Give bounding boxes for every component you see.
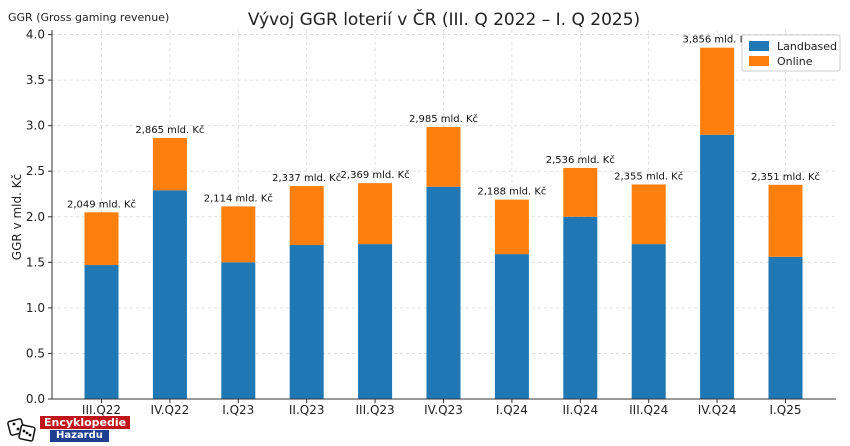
x-tick-label: IV.Q22 <box>151 403 190 417</box>
bar-online <box>768 184 803 257</box>
legend-swatch-landbased <box>749 41 769 51</box>
bar-online <box>700 47 735 135</box>
x-tick-label: II.Q24 <box>562 403 598 417</box>
x-tick-label: III.Q23 <box>356 403 395 417</box>
bars <box>84 47 803 399</box>
y-tick-label: 2.0 <box>26 210 45 224</box>
bar-total-label: 2,536 mld. Kč <box>546 154 615 166</box>
chart-title: Vývoj GGR loterií v ČR (III. Q 2022 – I.… <box>248 8 640 30</box>
y-tick-label: 0.0 <box>26 392 45 406</box>
y-tick-label: 3.5 <box>26 73 45 87</box>
x-tick-label: II.Q23 <box>289 403 325 417</box>
x-tick-label: III.Q24 <box>629 403 668 417</box>
bar-total-label: 2,985 mld. Kč <box>409 113 478 125</box>
bar-landbased <box>631 244 666 399</box>
bar-online <box>221 206 256 263</box>
bar-landbased <box>426 186 461 399</box>
bar-total-label: 3,856 mld. Kč <box>683 34 752 46</box>
bar-landbased <box>221 262 256 399</box>
y-tick-label: 2.5 <box>26 164 45 178</box>
bar-online <box>289 186 324 246</box>
x-tick-label: I.Q24 <box>496 403 528 417</box>
dice-icon <box>7 418 36 442</box>
bar-online <box>152 137 187 191</box>
bar-total-label: 2,188 mld. Kč <box>477 186 546 198</box>
bar-landbased <box>494 254 529 399</box>
legend-swatch-online <box>749 56 769 66</box>
bar-total-label: 2,369 mld. Kč <box>341 169 410 181</box>
bar-landbased <box>358 244 393 399</box>
x-tick-label: IV.Q24 <box>698 403 737 417</box>
labels: 0.0 0.5 1.0 1.5 2.0 2.5 3.0 3.5 4.0 2,049 mld. Kč… <box>26 28 820 417</box>
y-tick-label: 3.0 <box>26 119 45 133</box>
bar-total-label: 2,337 mld. Kč <box>272 172 341 184</box>
bar-total-label: 2,355 mld. Kč <box>614 170 683 182</box>
bar-landbased <box>700 134 735 399</box>
encyklopedie-hazardu-logo[interactable]: Encyklopedie Hazardu <box>6 414 132 444</box>
bar-online <box>563 167 598 217</box>
bar-total-label: 2,351 mld. Kč <box>751 171 820 183</box>
x-tick-label: I.Q23 <box>222 403 254 417</box>
bar-total-label: 2,114 mld. Kč <box>204 192 273 204</box>
bar-landbased <box>152 190 187 399</box>
logo-text-bottom: Hazardu <box>50 430 109 442</box>
y-tick-label: 1.5 <box>26 255 45 269</box>
y-axis-label: GGR v mld. Kč <box>10 174 24 260</box>
bar-online <box>631 184 666 245</box>
corner-label: GGR (Gross gaming revenue) <box>8 11 169 24</box>
x-tick-label: IV.Q23 <box>424 403 463 417</box>
bar-total-label: 2,049 mld. Kč <box>67 198 136 210</box>
y-tick-label: 0.5 <box>26 346 45 360</box>
x-tick-label: III.Q22 <box>82 403 121 417</box>
legend-label-online: Online <box>777 55 813 68</box>
bar-online <box>358 183 393 245</box>
y-tick-label: 4.0 <box>26 28 45 42</box>
x-tick-label: I.Q25 <box>769 403 801 417</box>
bar-online <box>84 212 119 266</box>
bar-online <box>494 199 529 255</box>
logo-text-top: Encyklopedie <box>40 416 131 429</box>
bar-online <box>426 127 461 187</box>
bar-landbased <box>768 256 803 399</box>
bar-total-label: 2,865 mld. Kč <box>135 124 204 136</box>
legend-label-landbased: Landbased <box>777 40 837 53</box>
bar-landbased <box>84 265 119 399</box>
legend: Landbased Online <box>741 34 841 72</box>
y-tick-label: 1.0 <box>26 301 45 315</box>
bar-landbased <box>289 245 324 399</box>
axes <box>48 30 836 403</box>
bar-landbased <box>563 216 598 399</box>
